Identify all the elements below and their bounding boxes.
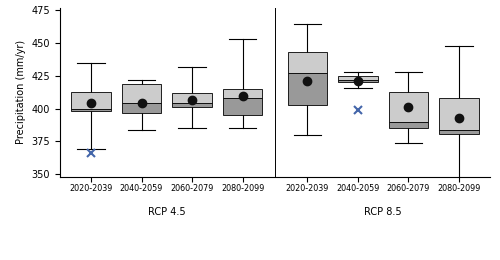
Bar	[338, 80, 378, 82]
Bar	[338, 76, 378, 80]
Bar	[223, 89, 262, 98]
Bar	[389, 92, 428, 122]
Bar	[71, 109, 110, 111]
Bar	[172, 93, 212, 103]
Bar	[122, 84, 161, 103]
Bar	[288, 73, 327, 105]
Bar	[122, 103, 161, 113]
Bar	[223, 98, 262, 115]
Bar	[288, 52, 327, 73]
Bar	[172, 103, 212, 107]
Y-axis label: Precipitation (mm/yr): Precipitation (mm/yr)	[16, 40, 26, 144]
Bar	[440, 130, 479, 134]
Text: RCP 4.5: RCP 4.5	[148, 207, 186, 217]
Text: RCP 8.5: RCP 8.5	[364, 207, 402, 217]
Bar	[71, 92, 110, 109]
Bar	[389, 122, 428, 128]
Bar	[440, 98, 479, 130]
